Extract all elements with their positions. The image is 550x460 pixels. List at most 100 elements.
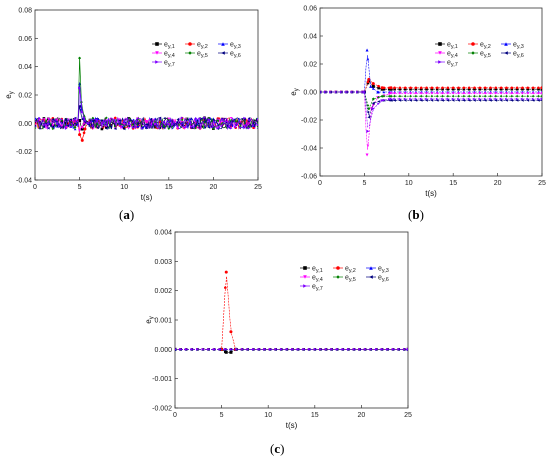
- data-point-a-7: [221, 118, 224, 121]
- data-point-c-7: [268, 348, 272, 351]
- data-point-b-6: [366, 110, 370, 114]
- data-point-b-2: [430, 86, 434, 90]
- data-point-b-4: [510, 92, 514, 95]
- legend-marker-a-7: [155, 60, 159, 64]
- data-point-b-1: [409, 87, 412, 91]
- data-point-b-6: [462, 99, 466, 102]
- data-point-b-2: [537, 86, 540, 90]
- data-point-b-7: [366, 129, 370, 133]
- legend-label-sub-a-7: y,7: [168, 62, 175, 68]
- data-point-a-7: [69, 125, 72, 128]
- data-point-a-7: [167, 123, 171, 126]
- data-point-b-5: [387, 94, 391, 98]
- legend-label-a-6: ey,6: [230, 51, 241, 60]
- legend-marker-b-7: [438, 60, 442, 64]
- data-point-b-2: [526, 86, 530, 90]
- data-point-c-7: [251, 348, 255, 351]
- data-point-a-7: [100, 122, 104, 125]
- y-tick-label-b: 0.04: [303, 34, 317, 41]
- data-point-b-1: [499, 87, 503, 91]
- data-point-b-1: [540, 87, 542, 91]
- legend-label-sub-a-5: y,5: [201, 53, 208, 59]
- data-point-a-4: [51, 123, 55, 127]
- data-point-b-5: [430, 94, 434, 98]
- panel-label-a-close: ): [129, 207, 135, 222]
- y-tick-label-c: 0.001: [154, 318, 172, 325]
- legend-label-sub-c-4: y,4: [316, 277, 323, 283]
- data-point-b-5: [425, 94, 428, 98]
- data-point-a-7: [212, 124, 215, 128]
- data-point-a-5: [194, 126, 197, 130]
- data-point-a-4: [247, 122, 251, 126]
- legend-marker-c-5: [336, 275, 340, 279]
- data-point-b-5: [419, 94, 423, 98]
- legend-label-a-7: ey,7: [164, 60, 175, 69]
- data-point-a-6: [100, 119, 104, 122]
- data-point-b-2: [414, 86, 418, 90]
- data-point-c-7: [190, 348, 194, 351]
- data-point-c-2: [224, 286, 227, 289]
- data-point-b-6: [478, 99, 482, 102]
- series-line-b-3: [320, 55, 542, 93]
- data-point-a-7: [145, 124, 148, 127]
- data-point-c-7: [279, 348, 283, 351]
- data-point-b-2: [366, 80, 370, 84]
- data-point-b-1: [521, 87, 524, 91]
- data-point-b-5: [526, 94, 530, 98]
- data-point-b-7: [540, 97, 542, 101]
- data-point-b-2: [425, 86, 428, 90]
- data-point-a-5: [35, 126, 37, 130]
- data-point-b-5: [521, 94, 524, 98]
- data-point-b-7: [380, 98, 384, 102]
- x-tick-label-c: 25: [404, 412, 412, 419]
- panel-label-b: (b): [408, 207, 424, 223]
- data-point-b-7: [457, 97, 460, 101]
- data-point-b-5: [403, 94, 407, 98]
- data-point-a-7: [60, 118, 64, 121]
- x-tick-label-a: 15: [165, 184, 173, 191]
- data-point-a-5: [73, 126, 77, 129]
- data-point-b-4: [457, 92, 460, 95]
- data-point-b-4: [499, 92, 503, 95]
- data-point-b-3: [387, 90, 391, 94]
- legend-marker-a-3: [221, 42, 225, 46]
- y-tick-label-b: 0.00: [303, 90, 317, 97]
- data-point-b-4: [526, 92, 530, 95]
- data-point-c-7: [363, 348, 367, 351]
- data-point-a-5: [167, 127, 171, 130]
- data-point-c-2: [229, 330, 233, 334]
- data-point-b-5: [537, 94, 540, 98]
- data-point-b-6: [377, 100, 380, 103]
- data-point-a-6: [145, 123, 148, 126]
- data-point-b-7: [451, 97, 455, 101]
- data-point-c-7: [224, 348, 227, 351]
- data-point-c-7: [274, 348, 277, 351]
- data-point-b-3: [369, 84, 373, 88]
- plot-frame-a: [34, 9, 259, 181]
- data-point-a-5: [247, 125, 251, 129]
- data-point-a-1: [154, 125, 157, 129]
- data-point-c-7: [302, 348, 305, 351]
- legend-label-b-6: ey,6: [513, 51, 524, 60]
- data-point-a-7: [229, 126, 233, 130]
- data-point-c-7: [296, 348, 300, 351]
- data-point-b-4: [462, 92, 466, 95]
- data-point-b-5: [393, 94, 396, 98]
- x-tick-label-a: 10: [120, 184, 128, 191]
- legend-label-c-2: ey,2: [345, 266, 356, 275]
- y-tick-label-a: 0.08: [18, 8, 32, 15]
- x-tick-label-b: 10: [405, 180, 413, 187]
- data-point-b-2: [441, 86, 444, 90]
- x-axis-label-c: t(s): [286, 421, 298, 430]
- data-point-b-4: [451, 92, 455, 95]
- data-point-a-7: [47, 122, 50, 126]
- data-point-b-4: [473, 92, 476, 95]
- legend-marker-c-2: [336, 266, 340, 270]
- legend-marker-c-6: [369, 275, 373, 279]
- data-point-b-7: [446, 97, 450, 101]
- x-tick-label-b: 25: [538, 180, 546, 187]
- data-point-c-7: [240, 348, 244, 351]
- data-point-b-7: [324, 90, 327, 94]
- data-point-b-1: [483, 87, 487, 91]
- data-point-b-7: [403, 97, 407, 101]
